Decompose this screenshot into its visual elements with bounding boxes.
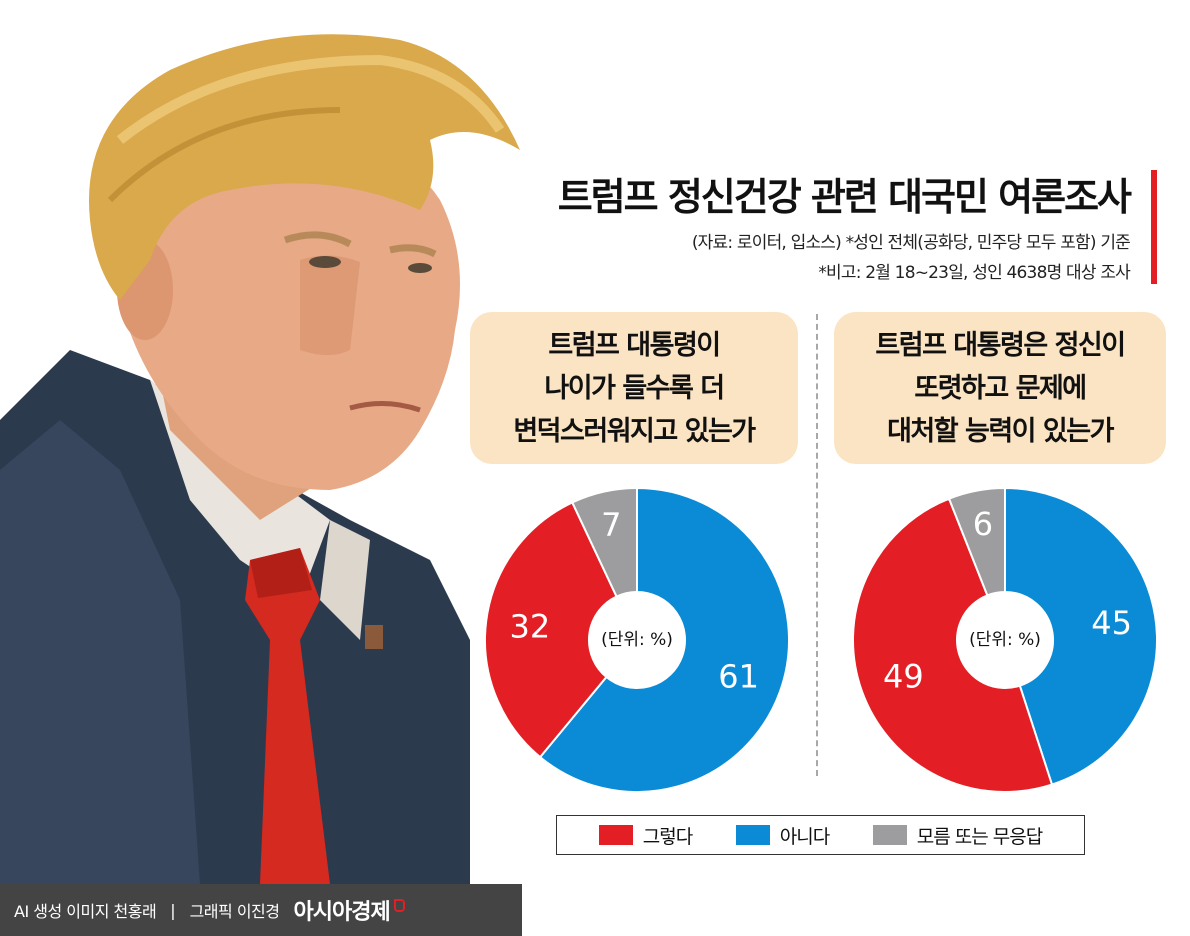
donut-2-label-unknown: 6 bbox=[973, 505, 993, 543]
legend-item-no: 아니다 bbox=[735, 822, 830, 849]
question-1-line-1: 트럼프 대통령이 bbox=[548, 329, 721, 361]
legend: 그렇다 아니다 모름 또는 무응답 bbox=[556, 815, 1085, 855]
legend-swatch-unknown bbox=[872, 825, 907, 845]
donut-2-center bbox=[957, 592, 1053, 688]
brand-logo-mark bbox=[393, 898, 405, 912]
donut-chart-1: 61 32 7 (단위: %) bbox=[484, 486, 790, 793]
legend-label-unknown: 모름 또는 무응답 bbox=[916, 825, 1043, 848]
donut-2-slice-no bbox=[1004, 486, 1158, 786]
question-box-1: 트럼프 대통령이 나이가 들수록 더 변덕스러워지고 있는가 bbox=[470, 312, 798, 464]
donut-1-label-unknown: 7 bbox=[601, 506, 621, 544]
donut-1-label-yes: 32 bbox=[509, 607, 550, 645]
legend-item-unknown: 모름 또는 무응답 bbox=[872, 822, 1043, 849]
source-note: (자료: 로이터, 입소스) *성인 전체(공화당, 민주당 모두 포함) 기준 bbox=[691, 233, 1131, 253]
image-credit: AI 생성 이미지 천홍래 bbox=[14, 902, 157, 921]
question-2-line-3: 대처할 능력이 있는가 bbox=[887, 415, 1114, 447]
question-2-line-1: 트럼프 대통령은 정신이 bbox=[875, 329, 1126, 361]
page-title: 트럼프 정신건강 관련 대국민 여론조사 bbox=[557, 175, 1132, 219]
chart-divider bbox=[816, 314, 818, 776]
survey-note: *비고: 2월 18~23일, 성인 4638명 대상 조사 bbox=[818, 263, 1130, 283]
donut-1-unit-label: (단위: %) bbox=[601, 630, 673, 650]
legend-swatch-no bbox=[735, 825, 770, 845]
portrait-illustration bbox=[0, 34, 520, 884]
credit-bar: AI 생성 이미지 천홍래 | 그래픽 이진경 아시아경제 bbox=[0, 884, 522, 936]
question-box-2: 트럼프 대통령은 정신이 또렷하고 문제에 대처할 능력이 있는가 bbox=[834, 312, 1166, 464]
question-1-line-2: 나이가 들수록 더 bbox=[544, 372, 725, 404]
donut-1-center bbox=[589, 592, 685, 688]
question-1-line-3: 변덕스러워지고 있는가 bbox=[513, 415, 756, 447]
legend-label-yes: 그렇다 bbox=[642, 825, 693, 848]
donut-2-slice-yes bbox=[852, 497, 1054, 793]
donut-1-label-no: 61 bbox=[718, 658, 759, 696]
legend-swatch-yes bbox=[598, 825, 633, 845]
graphic-credit: 그래픽 이진경 bbox=[189, 902, 280, 921]
question-2-line-2: 또렷하고 문제에 bbox=[914, 372, 1087, 404]
legend-item-yes: 그렇다 bbox=[598, 822, 693, 849]
legend-label-no: 아니다 bbox=[779, 825, 830, 848]
donut-2-label-yes: 49 bbox=[883, 658, 924, 696]
brand-logo: 아시아경제 bbox=[293, 900, 390, 925]
donut-2-label-no: 45 bbox=[1091, 604, 1132, 642]
donut-chart-2: 45 49 6 (단위: %) bbox=[852, 486, 1158, 793]
credit-separator: | bbox=[170, 900, 176, 920]
donut-2-unit-label: (단위: %) bbox=[969, 630, 1041, 650]
title-accent-bar bbox=[1151, 170, 1157, 284]
